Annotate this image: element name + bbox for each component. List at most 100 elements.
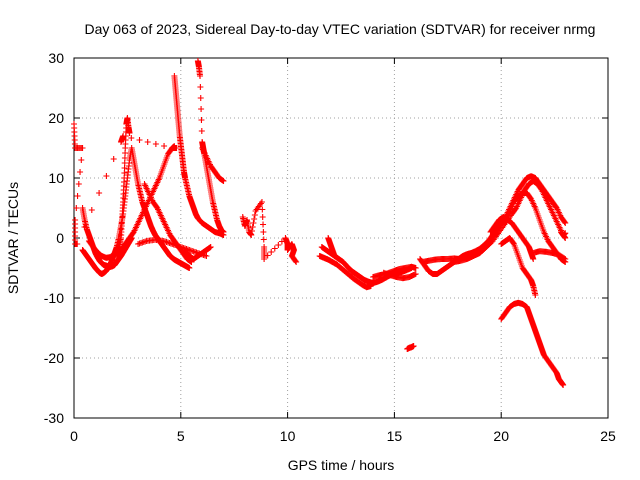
data-point — [250, 220, 257, 226]
data-point — [103, 173, 110, 179]
data-point — [562, 220, 569, 226]
data-point — [207, 244, 214, 250]
data-point — [259, 214, 266, 220]
data-point — [220, 178, 227, 184]
y-tick-labels: -30 -20 -10 0 10 20 30 — [44, 50, 64, 426]
data-point — [198, 117, 205, 123]
data-point — [78, 157, 85, 163]
data-point — [530, 256, 537, 262]
series-arc-8 — [194, 58, 227, 235]
data-point — [161, 143, 168, 149]
data-point — [197, 84, 204, 90]
data-point — [412, 265, 419, 271]
data-point — [136, 137, 143, 143]
data-point — [96, 190, 103, 196]
data-point — [81, 224, 88, 230]
x-axis-label: GPS time / hours — [288, 457, 395, 473]
data-point — [561, 219, 568, 225]
series-arc-24 — [498, 299, 567, 388]
data-point — [126, 130, 133, 136]
data-point — [258, 199, 265, 205]
x-tick-label: 25 — [600, 428, 616, 444]
data-point — [275, 242, 282, 248]
data-point — [261, 256, 268, 262]
data-point — [561, 255, 568, 262]
y-tick-label: 10 — [48, 170, 64, 186]
data-point — [88, 207, 95, 213]
series-arc-12 — [316, 253, 374, 291]
plot-frame — [73, 57, 609, 419]
data-point — [198, 128, 205, 134]
y-tick-label: -20 — [44, 350, 64, 366]
series-sparse-mid — [239, 199, 300, 265]
data-point — [268, 249, 275, 255]
series-arc-16 — [404, 343, 417, 352]
data-point — [532, 292, 539, 298]
x-tick-labels: 0 5 10 15 20 25 — [70, 428, 616, 444]
series-arc-13 — [325, 235, 342, 262]
y-tick-label: 20 — [48, 110, 64, 126]
data-point — [203, 253, 210, 259]
data-point — [197, 95, 204, 101]
series-arc-10 — [182, 244, 214, 262]
data-point — [74, 241, 81, 247]
data-points — [71, 58, 569, 388]
series-arc-7 — [171, 73, 227, 238]
data-point — [110, 156, 117, 162]
series-arc-23 — [530, 248, 569, 262]
data-point — [251, 212, 258, 218]
y-tick-label: -10 — [44, 290, 64, 306]
data-point — [293, 259, 300, 265]
data-point — [260, 229, 267, 235]
x-tick-label: 10 — [280, 428, 296, 444]
data-point — [73, 205, 80, 211]
y-tick-label: 30 — [48, 50, 64, 66]
data-point — [292, 258, 299, 264]
data-point — [410, 343, 417, 349]
series-arc-22 — [498, 235, 539, 298]
data-point — [249, 228, 255, 234]
series-arc-14 — [370, 263, 419, 280]
x-tick-label: 20 — [493, 428, 509, 444]
data-point — [186, 265, 193, 271]
data-point — [562, 230, 569, 237]
data-point — [510, 240, 517, 246]
data-point — [251, 216, 258, 222]
data-point — [335, 256, 342, 262]
data-point — [79, 145, 86, 151]
data-point — [248, 232, 255, 238]
data-point — [152, 141, 159, 147]
grid-lines — [74, 58, 608, 418]
x-tick-label: 0 — [70, 428, 78, 444]
y-tick-label: -30 — [44, 410, 64, 426]
series-arc-9 — [199, 145, 227, 184]
y-axis-label: SDTVAR / TECUs — [5, 182, 21, 294]
data-point — [75, 181, 82, 187]
data-point — [562, 256, 569, 262]
y-tick-label: 0 — [56, 230, 64, 246]
series-sparse-late — [558, 229, 569, 238]
data-point — [171, 143, 178, 150]
data-point — [77, 169, 84, 175]
data-point — [120, 133, 127, 139]
data-point — [260, 236, 267, 243]
data-point — [271, 245, 278, 252]
chart-title: Day 063 of 2023, Sidereal Day-to-day VTE… — [85, 21, 596, 37]
data-point — [249, 224, 256, 230]
data-point — [144, 139, 151, 145]
series-sparse-early — [71, 121, 178, 247]
data-point — [560, 382, 567, 388]
series-arc-20 — [464, 190, 569, 265]
data-point — [128, 135, 135, 141]
series-arc-3 — [85, 115, 133, 261]
data-point — [220, 229, 227, 235]
data-point — [259, 206, 266, 213]
data-point — [412, 271, 419, 277]
data-point — [197, 73, 204, 79]
series-arc-15 — [380, 269, 419, 282]
series-arc-6 — [141, 181, 195, 265]
x-tick-label: 5 — [177, 428, 185, 444]
data-point — [260, 221, 267, 228]
